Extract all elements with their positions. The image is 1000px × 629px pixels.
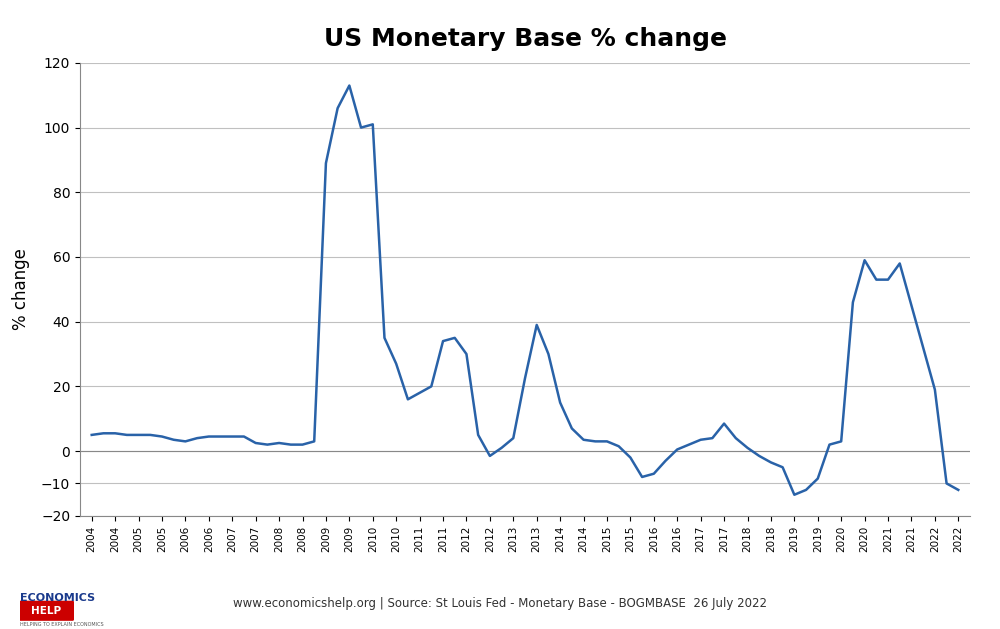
Text: www.economicshelp.org | Source: St Louis Fed - Monetary Base - BOGMBASE  26 July: www.economicshelp.org | Source: St Louis… xyxy=(233,598,767,610)
Y-axis label: % change: % change xyxy=(12,248,30,330)
Text: ECONOMICS: ECONOMICS xyxy=(20,593,95,603)
Text: HELP: HELP xyxy=(31,606,61,616)
Title: US Monetary Base % change: US Monetary Base % change xyxy=(324,27,726,51)
FancyBboxPatch shape xyxy=(18,601,74,621)
Text: HELPING TO EXPLAIN ECONOMICS: HELPING TO EXPLAIN ECONOMICS xyxy=(20,622,104,627)
